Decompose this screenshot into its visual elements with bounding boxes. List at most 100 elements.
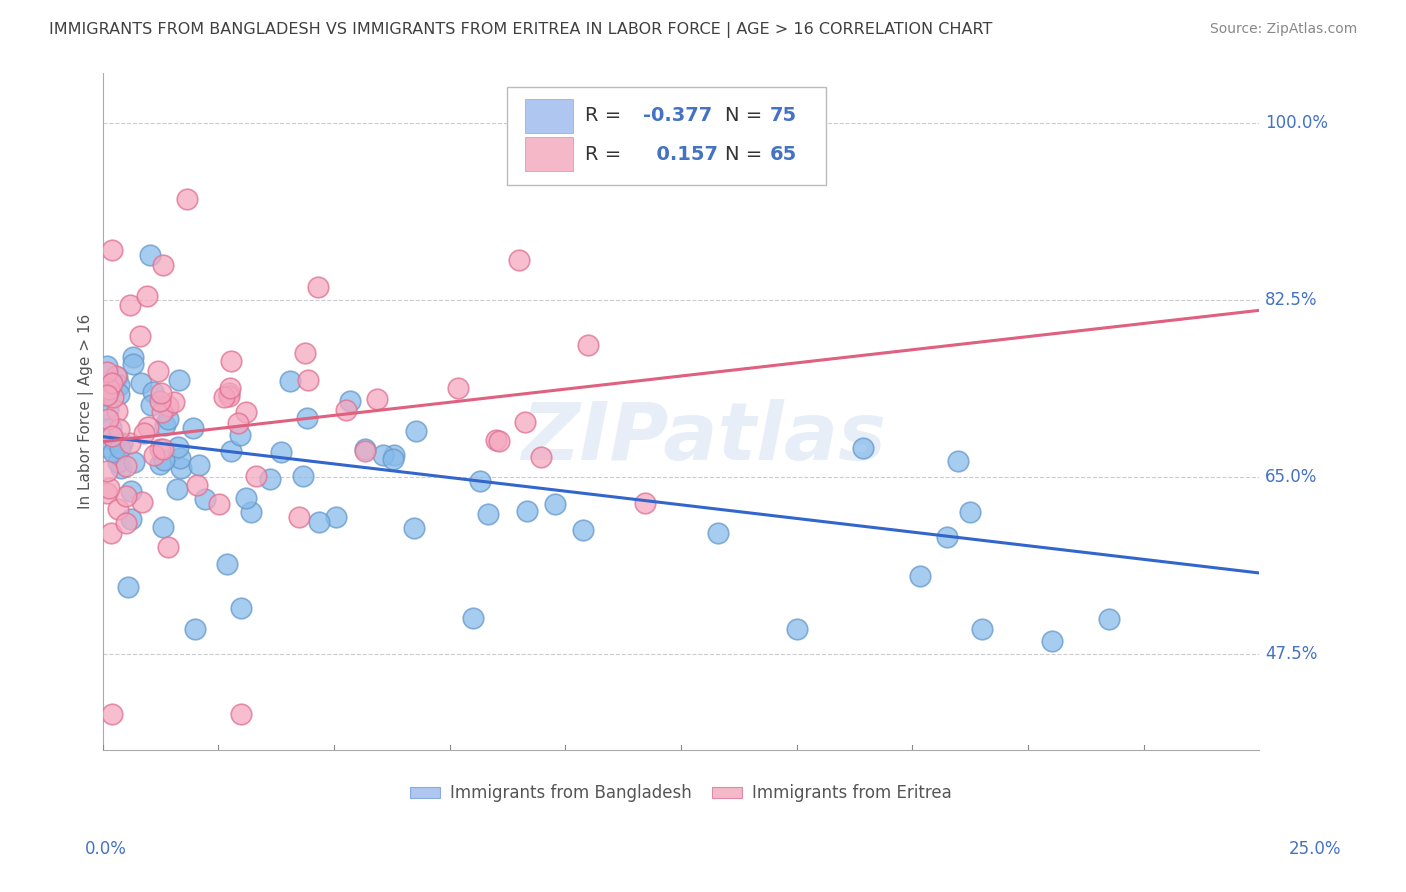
Point: [110, 461, 132, 475]
Point: [231, 707, 253, 722]
Point: [228, 417, 250, 431]
Point: [136, 420, 159, 434]
Point: [167, 373, 190, 387]
Point: [143, 448, 166, 462]
Point: [103, 390, 125, 404]
Point: [96, 365, 118, 379]
Point: [104, 434, 127, 449]
Point: [373, 449, 395, 463]
Point: [157, 412, 180, 426]
Point: [508, 252, 530, 267]
Point: [240, 505, 263, 519]
Point: [572, 523, 595, 537]
Point: [103, 445, 125, 459]
Point: [218, 389, 240, 403]
Point: [405, 424, 427, 438]
Point: [100, 421, 122, 435]
Point: [194, 491, 217, 506]
Point: [485, 434, 508, 448]
Point: [135, 289, 157, 303]
Point: [259, 472, 281, 486]
Point: [513, 415, 536, 429]
Point: [335, 403, 357, 417]
Point: [97, 481, 120, 495]
FancyBboxPatch shape: [524, 99, 574, 133]
Point: [96, 384, 118, 398]
Point: [325, 509, 347, 524]
Text: 47.5%: 47.5%: [1265, 645, 1317, 663]
Point: [96, 359, 118, 374]
Text: 25.0%: 25.0%: [1288, 840, 1341, 858]
Point: [516, 504, 538, 518]
Point: [852, 441, 875, 455]
Point: [120, 484, 142, 499]
Point: [108, 441, 131, 455]
Point: [544, 497, 567, 511]
Point: [170, 461, 193, 475]
Point: [97, 412, 120, 426]
Text: 75: 75: [770, 106, 797, 125]
Point: [219, 354, 242, 368]
Point: [108, 387, 131, 401]
Point: [98, 382, 121, 396]
Point: [291, 469, 314, 483]
Point: [134, 426, 156, 441]
Point: [235, 491, 257, 505]
Point: [156, 399, 179, 413]
Point: [120, 298, 142, 312]
Point: [101, 243, 124, 257]
Point: [215, 557, 238, 571]
Point: [447, 381, 470, 395]
Point: [149, 393, 172, 408]
Point: [468, 474, 491, 488]
Point: [218, 381, 240, 395]
Point: [187, 458, 209, 472]
Text: Source: ZipAtlas.com: Source: ZipAtlas.com: [1209, 22, 1357, 37]
Text: 65.0%: 65.0%: [1265, 468, 1317, 486]
Point: [96, 486, 118, 500]
Point: [142, 385, 165, 400]
Text: 82.5%: 82.5%: [1265, 292, 1317, 310]
Point: [153, 418, 176, 433]
Point: [270, 445, 292, 459]
Point: [148, 457, 170, 471]
Point: [959, 505, 981, 519]
Point: [529, 450, 551, 465]
Point: [219, 443, 242, 458]
Text: 65: 65: [770, 145, 797, 164]
Point: [96, 464, 118, 478]
Point: [163, 395, 186, 409]
Point: [297, 373, 319, 387]
Point: [100, 525, 122, 540]
Point: [105, 404, 128, 418]
Text: R =: R =: [585, 145, 627, 164]
Legend: Immigrants from Bangladesh, Immigrants from Eritrea: Immigrants from Bangladesh, Immigrants f…: [404, 778, 959, 809]
Point: [114, 516, 136, 530]
Point: [1040, 634, 1063, 648]
Point: [166, 483, 188, 497]
Y-axis label: In Labor Force | Age > 16: In Labor Force | Age > 16: [79, 314, 94, 509]
Point: [786, 622, 808, 636]
Point: [208, 497, 231, 511]
Text: ZIPatlas: ZIPatlas: [522, 400, 887, 477]
Point: [278, 374, 301, 388]
Point: [184, 622, 207, 636]
Point: [366, 392, 388, 407]
Point: [148, 364, 170, 378]
Point: [120, 512, 142, 526]
Point: [107, 455, 129, 469]
Point: [152, 442, 174, 457]
Point: [970, 622, 993, 636]
Point: [101, 707, 124, 722]
Text: 0.157: 0.157: [643, 145, 718, 164]
Point: [108, 377, 131, 392]
Point: [339, 394, 361, 409]
Point: [308, 515, 330, 529]
Point: [156, 541, 179, 555]
Point: [245, 468, 267, 483]
Point: [231, 601, 253, 615]
Text: N =: N =: [725, 145, 769, 164]
Point: [129, 376, 152, 391]
Point: [935, 529, 957, 543]
Point: [105, 369, 128, 384]
